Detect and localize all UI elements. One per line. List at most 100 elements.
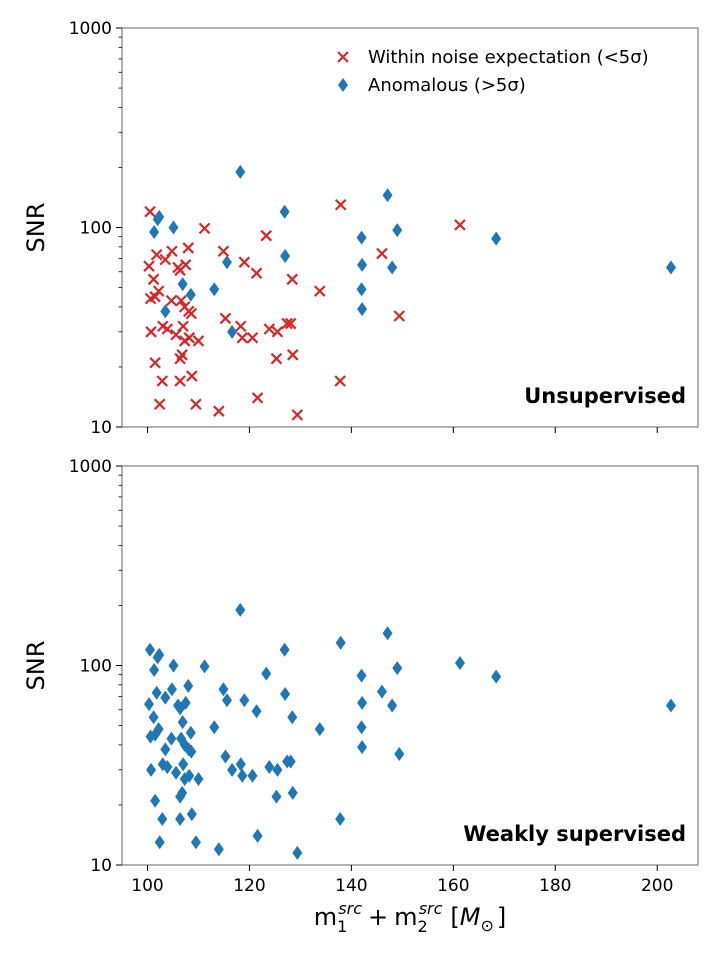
noise-point [149,356,161,369]
x-label-unit-sun: ⊙ [481,916,494,935]
noise-point [175,294,187,307]
x-label-unit-open: [ [450,903,459,931]
anomalous-point [177,785,188,800]
anomalous-point [218,682,229,697]
anomalous-point [190,835,201,850]
anomalous-point [285,754,296,769]
anomalous-point [237,768,248,783]
noise-point [270,352,283,365]
anomalous-point [183,678,194,693]
anomalous-point [227,324,238,339]
anomalous-point [145,642,156,657]
noise-point [182,242,195,254]
noise-point [217,245,230,258]
anomalous-point [252,828,263,843]
anomalous-point [160,690,171,705]
anomalous-point [186,744,197,759]
noise-point [186,370,198,382]
noise-point [153,398,166,411]
panel-weakly-supervised: 10 100 1000 100 120 140 160 180 200 SNR Weakly sup… [22,457,699,896]
anomalous-point [387,698,398,713]
x-label-m2: m [394,903,417,931]
x-tick-label: 140 [335,876,367,896]
x-label-sup2: src [419,899,443,918]
noise-point [251,392,264,404]
panel-label: Weakly supervised [463,822,686,846]
anomalous-point [145,729,156,744]
x-label-m1: m [314,903,337,931]
noise-point [313,285,326,297]
anomalous-point [168,220,179,235]
anomalous-point [382,188,393,203]
noise-point [159,253,172,266]
noise-point [150,248,163,261]
x-label-sup1: src [338,899,362,918]
panel-label: Unsupervised [524,384,686,408]
anomalous-point [454,655,465,670]
noise-point [238,256,251,268]
anomalous-point [175,812,186,827]
noise-point [143,260,155,272]
anomalous-point [272,762,283,777]
anomalous-point [239,693,250,708]
anomalous-point [199,659,210,674]
noise-point [219,312,232,325]
anomalous-point [271,789,282,804]
anomalous-point [247,768,258,783]
anomalous-point [357,302,368,317]
noise-point [454,219,466,231]
noise-point [213,405,225,417]
noise-point [334,375,346,387]
anomalous-point [157,812,168,827]
x-tick-label: 180 [539,876,571,896]
legend-x-mark-icon [337,51,349,63]
noise-point [334,198,347,211]
x-tick-label: 100 [131,876,163,896]
anomalous-point [149,662,160,677]
noise-point [246,332,259,344]
panel-unsupervised: 10 100 1000 SNR Unsupervised Within noise exp… [22,19,699,438]
anomalous-point [665,260,676,275]
anomalous-point [209,720,220,735]
anomalous-point [335,635,346,650]
anomalous-point [209,282,220,297]
anomalous-point [177,277,188,292]
anomalous-point [184,768,195,783]
noise-point [156,375,169,387]
anomalous-point [178,757,189,772]
anomalous-point [177,715,188,730]
anomalous-point [154,209,165,224]
anomalous-point [171,765,182,780]
anomalous-point [193,771,204,786]
anomalous-point [491,669,502,684]
anomalous-point [356,282,367,297]
noise-point [236,332,249,344]
noise-point [234,320,247,333]
y-tick-label: 10 [90,856,112,876]
anomalous-point [160,742,171,757]
series-anomalous [149,164,676,339]
x-tick-label: 200 [641,876,673,896]
anomalous-point [292,845,303,860]
series-anomalous [144,602,676,860]
anomalous-point [382,626,393,641]
y-tick-label: 100 [80,657,112,677]
anomalous-point [357,740,368,755]
x-label-unit-close: ] [497,903,506,931]
series-noise [143,198,466,421]
anomalous-point [335,812,346,827]
x-label-plus: + [368,903,388,931]
noise-point [174,375,186,387]
anomalous-point [180,695,191,710]
noise-point [284,317,297,330]
anomalous-point [149,224,160,239]
anomalous-point [357,257,368,272]
noise-point [161,323,174,335]
anomalous-point [222,693,233,708]
x-label-unit-m: M [460,903,481,931]
anomalous-point [153,722,164,737]
noise-point [250,267,263,279]
anomalous-point [279,642,290,657]
anomalous-point [148,710,159,725]
